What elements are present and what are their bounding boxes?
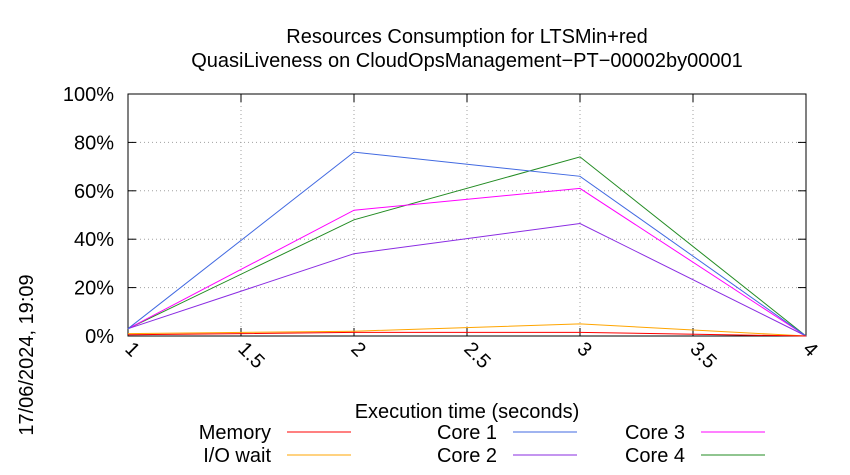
timestamp-label: 17/06/2024, 19:09: [16, 274, 38, 435]
chart-title-line-2: QuasiLiveness on CloudOpsManagement−PT−0…: [191, 50, 742, 72]
series-line-core-2: [127, 222, 807, 337]
y-tick-label: 80%: [74, 132, 114, 154]
series-line-memory: [127, 331, 807, 337]
series-line-i-o-wait: [127, 323, 807, 337]
y-tick-label: 40%: [74, 229, 114, 251]
x-tick-label: 1.5: [233, 338, 268, 373]
series-line-core-3: [127, 187, 807, 337]
y-tick-label: 100%: [63, 84, 114, 106]
chart-title-line-1: Resources Consumption for LTSMin+red: [286, 26, 647, 48]
legend-label-core-1: Core 1: [437, 422, 497, 444]
x-tick-label: 3.5: [685, 338, 720, 373]
series-lines: [127, 151, 807, 337]
legend-label-core-4: Core 4: [625, 445, 685, 467]
y-tick-label: 20%: [74, 278, 114, 300]
series-line-core-4: [127, 156, 807, 337]
x-tick-label: 4: [798, 338, 821, 361]
x-tick-label: 2: [346, 338, 369, 361]
legend-label-core-2: Core 2: [437, 445, 497, 467]
legend-label-core-3: Core 3: [625, 422, 685, 444]
y-tick-label: 60%: [74, 181, 114, 203]
x-axis-label: Execution time (seconds): [355, 401, 580, 423]
x-tick-label: 3: [572, 338, 595, 361]
grid: [128, 94, 806, 336]
legend-label-memory: Memory: [199, 422, 271, 444]
y-tick-label: 0%: [85, 326, 114, 348]
x-tick-label: 2.5: [459, 338, 494, 373]
legend-label-i-o-wait: I/O wait: [203, 445, 271, 467]
axis-ticks: 0% 20% 40% 60% 80% 100% 1 1.5 2 2.5 3 3.5 4: [63, 84, 822, 373]
series-line-core-1: [127, 151, 807, 337]
x-tick-label: 1: [120, 338, 143, 361]
